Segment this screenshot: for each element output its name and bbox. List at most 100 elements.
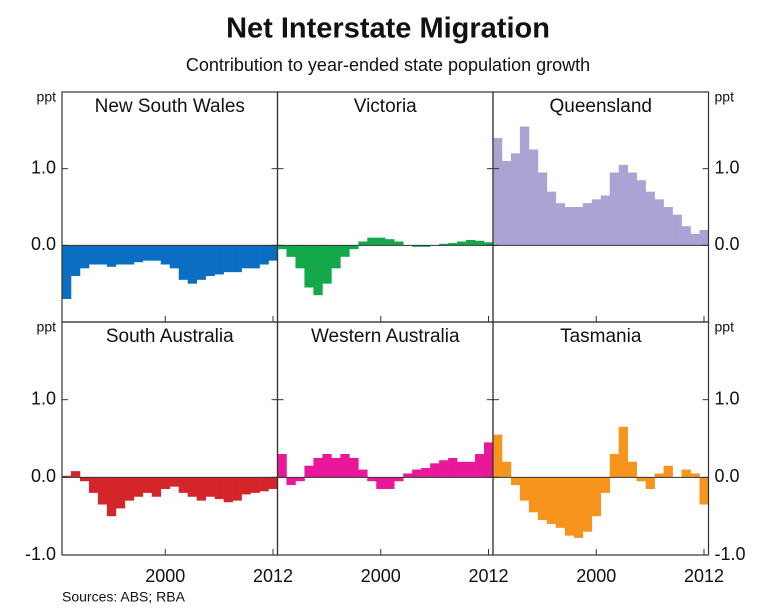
bar — [295, 477, 305, 482]
bar — [322, 454, 332, 478]
y-tick-label: 0.0 — [31, 466, 56, 486]
source-note: Sources: ABS; RBA — [62, 589, 186, 605]
bar — [609, 172, 620, 246]
y-tick-label: 0.0 — [715, 234, 740, 254]
bar — [349, 457, 359, 478]
bar — [564, 207, 575, 246]
bar — [295, 245, 305, 269]
bar — [304, 465, 314, 478]
panel-title: Queensland — [550, 96, 652, 117]
bar — [241, 477, 251, 495]
x-tick-label: 2012 — [253, 566, 293, 586]
bar — [70, 245, 81, 276]
bar — [510, 153, 521, 246]
bar — [582, 203, 593, 246]
bar — [573, 477, 584, 538]
bar — [448, 457, 458, 478]
bar — [268, 245, 278, 261]
bar — [106, 477, 117, 517]
panel-title: Western Australia — [311, 326, 460, 347]
bar — [439, 460, 449, 478]
bar — [124, 245, 135, 265]
bar — [196, 245, 206, 280]
bar — [97, 477, 108, 505]
bar — [466, 239, 476, 246]
bar — [178, 245, 189, 280]
bar — [501, 461, 512, 478]
y-axis-label: ppt — [37, 89, 57, 105]
bar — [367, 477, 377, 482]
bar — [421, 245, 431, 247]
bar — [151, 477, 162, 497]
bar — [331, 457, 341, 478]
bar — [681, 226, 691, 246]
bar — [699, 230, 709, 246]
bar — [232, 245, 242, 273]
bar — [133, 477, 144, 497]
bar — [663, 207, 673, 246]
y-tick-label: 1.0 — [31, 157, 56, 177]
bar — [636, 180, 646, 246]
bar — [475, 240, 485, 246]
bar — [286, 245, 296, 257]
bar — [385, 477, 395, 489]
bar — [654, 199, 664, 246]
y-tick-label: 1.0 — [715, 388, 740, 408]
bar — [151, 245, 162, 261]
bar — [636, 477, 646, 482]
bar — [457, 461, 467, 478]
bar — [618, 426, 628, 478]
bar — [421, 468, 431, 478]
bar — [358, 241, 368, 246]
bar — [322, 245, 332, 284]
bar — [618, 164, 628, 246]
bar — [609, 454, 620, 478]
bar — [573, 207, 584, 246]
bar — [115, 245, 126, 265]
panel-frame — [276, 321, 494, 556]
bar — [331, 245, 341, 269]
bar — [528, 149, 539, 246]
bar — [681, 469, 691, 478]
bar — [546, 191, 557, 246]
bar — [484, 242, 494, 246]
bar — [250, 245, 260, 269]
bar — [277, 245, 287, 250]
panel-frame — [61, 321, 279, 556]
chart-title: Net Interstate Migration — [226, 13, 550, 45]
bar — [412, 245, 422, 247]
bar — [214, 477, 224, 500]
bar — [349, 245, 359, 250]
bar — [591, 199, 602, 246]
bar — [79, 477, 90, 482]
bar — [690, 233, 700, 246]
bar — [627, 461, 637, 478]
bar — [187, 477, 197, 497]
bar — [466, 461, 476, 478]
bar — [663, 465, 673, 478]
bar — [385, 239, 395, 246]
y-tick-label: -1.0 — [25, 544, 56, 564]
y-tick-label: 0.0 — [715, 466, 740, 486]
bar — [582, 477, 593, 532]
bar — [528, 477, 539, 513]
bar — [699, 477, 709, 505]
bar — [376, 237, 386, 246]
y-axis-label: ppt — [715, 89, 735, 105]
bar — [690, 473, 700, 478]
bar — [403, 473, 413, 478]
bar — [259, 245, 269, 265]
bar — [475, 454, 485, 478]
bar — [510, 477, 521, 486]
bar — [142, 245, 153, 261]
bar — [79, 245, 90, 269]
bar — [654, 473, 664, 478]
chart-subtitle: Contribution to year-ended state populat… — [186, 55, 590, 75]
bar — [205, 245, 215, 276]
bar — [555, 477, 566, 528]
panel-title: New South Wales — [95, 96, 245, 117]
x-tick-label: 2012 — [684, 566, 724, 586]
bar — [106, 245, 117, 267]
bar — [313, 457, 323, 478]
